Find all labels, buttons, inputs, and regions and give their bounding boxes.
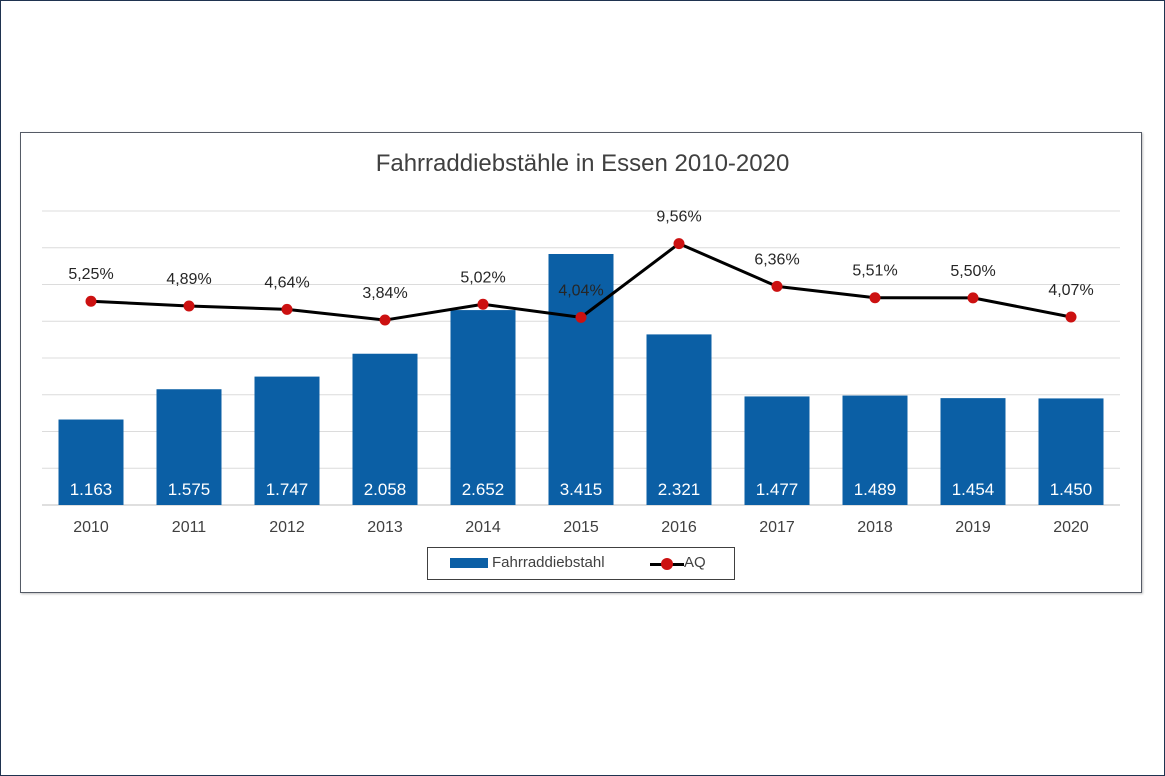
aq-marker-2017 bbox=[771, 280, 783, 292]
x-tick-label: 2014 bbox=[465, 519, 501, 536]
aq-value-label: 6,36% bbox=[754, 251, 799, 268]
bar-2012 bbox=[254, 376, 320, 505]
x-tick-label: 2011 bbox=[172, 519, 207, 536]
bar-2010 bbox=[58, 419, 124, 505]
aq-marker-2016 bbox=[673, 238, 685, 250]
aq-value-label: 4,07% bbox=[1048, 282, 1093, 299]
bar-value-label: 1.477 bbox=[756, 480, 799, 499]
aq-marker-2014 bbox=[477, 298, 489, 310]
aq-value-label: 3,84% bbox=[362, 285, 407, 302]
bar-value-label: 1.163 bbox=[70, 480, 113, 499]
bar-value-label: 1.575 bbox=[168, 480, 211, 499]
chart-title: Fahrraddiebstähle in Essen 2010-2020 bbox=[375, 150, 790, 177]
bar-2019 bbox=[940, 398, 1006, 505]
aq-marker-2010 bbox=[85, 295, 97, 307]
bar-2011 bbox=[156, 389, 222, 505]
aq-marker-2013 bbox=[379, 314, 391, 326]
aq-value-label: 5,51% bbox=[852, 263, 897, 280]
bar-2020 bbox=[1038, 398, 1104, 505]
legend: Fahrraddiebstahl AQ bbox=[427, 547, 735, 580]
x-tick-label: 2017 bbox=[759, 519, 795, 536]
bar-value-label: 3.415 bbox=[560, 480, 603, 499]
bar-value-label: 2.058 bbox=[364, 480, 407, 499]
legend-label-bar: Fahrraddiebstahl bbox=[492, 554, 605, 571]
aq-marker-2015 bbox=[575, 311, 587, 323]
bar-value-label: 1.454 bbox=[952, 480, 995, 499]
bar-value-label: 2.652 bbox=[462, 480, 505, 499]
aq-value-label: 5,02% bbox=[460, 269, 505, 286]
aq-value-label: 9,56% bbox=[656, 209, 701, 226]
aq-value-label: 5,25% bbox=[68, 266, 113, 283]
aq-marker-2019 bbox=[967, 292, 979, 304]
bar-2015 bbox=[548, 253, 614, 505]
x-tick-label: 2019 bbox=[955, 519, 991, 536]
bar-2013 bbox=[352, 353, 418, 505]
x-tick-label: 2012 bbox=[269, 519, 305, 536]
aq-marker-2011 bbox=[183, 300, 195, 312]
aq-value-label: 4,64% bbox=[264, 274, 309, 291]
x-tick-label: 2013 bbox=[367, 519, 403, 536]
bar-value-label: 1.747 bbox=[266, 480, 309, 499]
legend-bar-swatch bbox=[450, 558, 488, 568]
aq-marker-2012 bbox=[281, 303, 293, 315]
bar-2018 bbox=[842, 395, 908, 505]
legend-marker-swatch bbox=[661, 558, 673, 570]
x-tick-label: 2016 bbox=[661, 519, 697, 536]
legend-label-line: AQ bbox=[684, 554, 706, 571]
bar-value-label: 1.489 bbox=[854, 480, 897, 499]
aq-value-label: 4,04% bbox=[558, 282, 603, 299]
aq-marker-2020 bbox=[1065, 311, 1077, 323]
line-series bbox=[85, 238, 1077, 326]
x-axis: 2010 2011 2012 2013 2014 2015 2016 2017 2018 2019… bbox=[73, 519, 1089, 536]
aq-marker-2018 bbox=[869, 292, 881, 304]
aq-value-label: 5,50% bbox=[950, 263, 995, 280]
aq-value-label: 4,89% bbox=[166, 271, 211, 288]
x-tick-label: 2010 bbox=[73, 519, 109, 536]
bar-series bbox=[58, 253, 1104, 505]
x-tick-label: 2018 bbox=[857, 519, 893, 536]
bar-2016 bbox=[646, 334, 712, 505]
bar-value-label: 1.450 bbox=[1050, 480, 1093, 499]
x-tick-label: 2020 bbox=[1053, 519, 1089, 536]
x-tick-label: 2015 bbox=[563, 519, 599, 536]
bar-value-label: 2.321 bbox=[658, 480, 701, 499]
data-labels: 1.163 1.575 1.747 2.058 2.652 3.415 2.321 1.477… bbox=[68, 209, 1093, 499]
bar-2014 bbox=[450, 310, 516, 505]
bar-2017 bbox=[744, 396, 810, 505]
